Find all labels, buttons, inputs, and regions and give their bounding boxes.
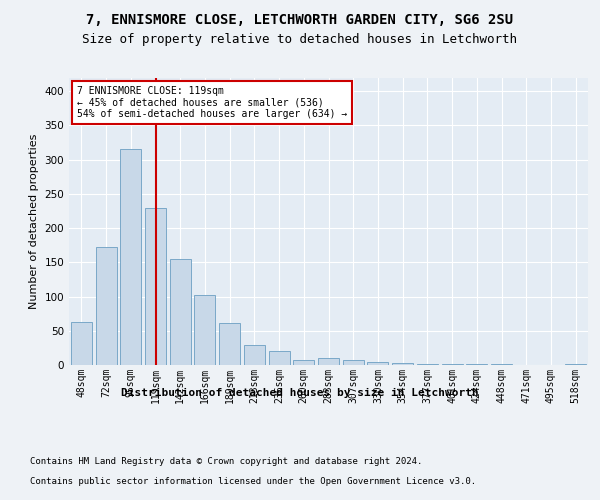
Bar <box>392 363 413 365</box>
Bar <box>145 208 166 365</box>
Bar <box>442 364 463 365</box>
Bar <box>367 362 388 365</box>
Bar <box>95 248 116 365</box>
Bar <box>417 364 438 365</box>
Bar <box>120 150 141 365</box>
Bar <box>343 360 364 365</box>
Text: Contains public sector information licensed under the Open Government Licence v3: Contains public sector information licen… <box>30 478 476 486</box>
Y-axis label: Number of detached properties: Number of detached properties <box>29 134 39 309</box>
Bar <box>293 360 314 365</box>
Bar <box>565 364 586 365</box>
Text: Contains HM Land Registry data © Crown copyright and database right 2024.: Contains HM Land Registry data © Crown c… <box>30 458 422 466</box>
Bar <box>170 259 191 365</box>
Bar <box>466 364 487 365</box>
Bar <box>244 345 265 365</box>
Bar <box>318 358 339 365</box>
Bar <box>491 364 512 365</box>
Text: Size of property relative to detached houses in Letchworth: Size of property relative to detached ho… <box>83 32 517 46</box>
Bar <box>219 323 240 365</box>
Text: 7 ENNISMORE CLOSE: 119sqm
← 45% of detached houses are smaller (536)
54% of semi: 7 ENNISMORE CLOSE: 119sqm ← 45% of detac… <box>77 86 347 120</box>
Bar <box>71 322 92 365</box>
Text: 7, ENNISMORE CLOSE, LETCHWORTH GARDEN CITY, SG6 2SU: 7, ENNISMORE CLOSE, LETCHWORTH GARDEN CI… <box>86 12 514 26</box>
Bar <box>194 295 215 365</box>
Bar <box>269 350 290 365</box>
Text: Distribution of detached houses by size in Letchworth: Distribution of detached houses by size … <box>121 388 479 398</box>
